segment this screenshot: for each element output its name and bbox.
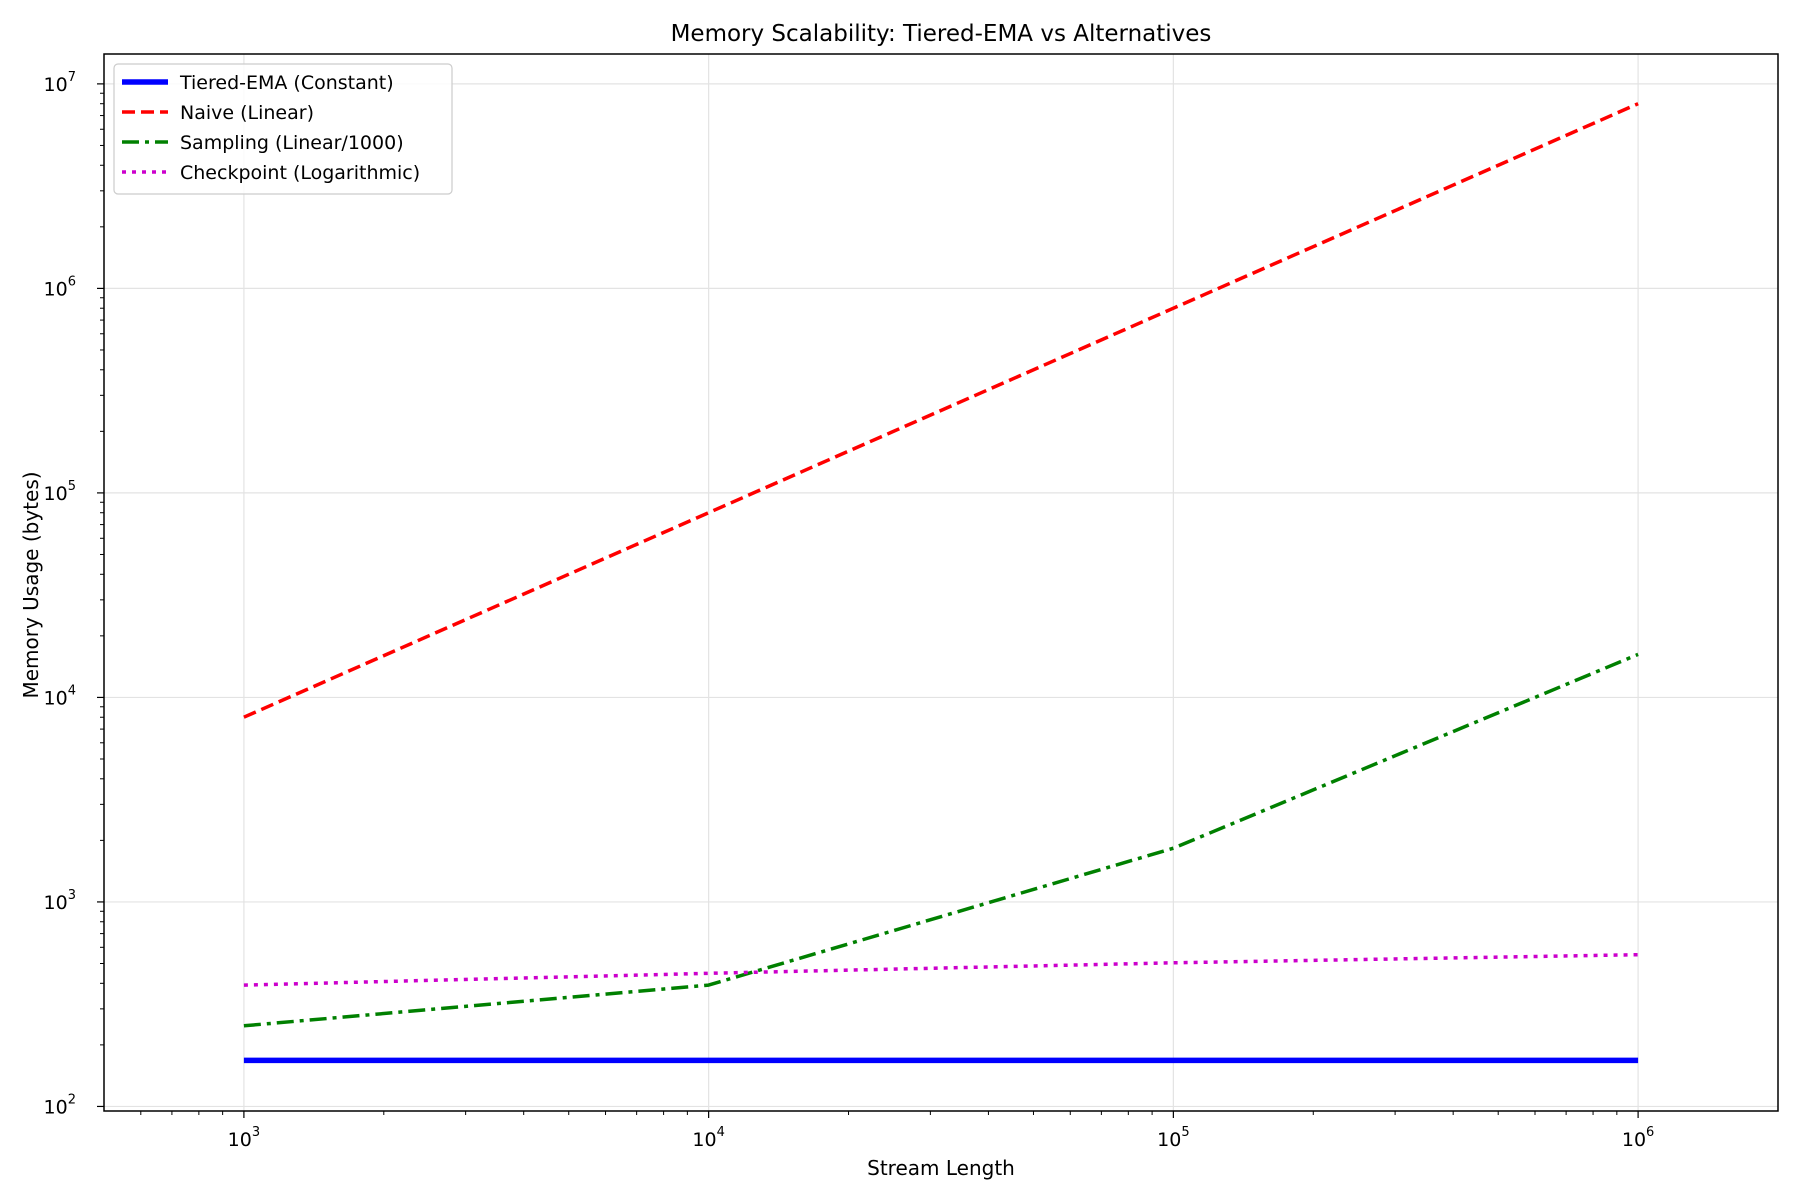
y-tick-label: 105: [44, 479, 76, 505]
legend-label-checkpoint: Checkpoint (Logarithmic): [180, 162, 420, 184]
y-tick-base: 10: [44, 483, 68, 505]
series-lines: [243, 102, 1639, 1064]
y-tick-label: 106: [44, 274, 76, 300]
legend-label-tiered-ema: Tiered-EMA (Constant): [179, 72, 394, 94]
legend-box: [113, 63, 453, 195]
y-tick-exponent: 4: [68, 683, 76, 698]
y-tick-exponent: 3: [68, 888, 76, 903]
y-tick-exponent: 2: [68, 1092, 76, 1107]
y-tick-label: 102: [44, 1092, 76, 1118]
plot-area-frame: [103, 53, 1779, 1112]
x-axis-title: Stream Length: [867, 1156, 1015, 1180]
legend-label-naive: Naive (Linear): [180, 102, 314, 124]
y-axis-title: Memory Usage (bytes): [19, 471, 43, 698]
y-tick-label: 103: [44, 888, 76, 914]
x-axis-ticks: 103 104 105 106: [140, 1111, 1654, 1151]
series-line-naive: [243, 102, 1639, 719]
legend: Tiered-EMA (Constant) Naive (Linear) Sampl…: [113, 63, 453, 195]
x-tick-label: 104: [692, 1125, 724, 1151]
x-tick-label: 103: [228, 1125, 260, 1151]
series-line-checkpoint: [243, 952, 1639, 987]
x-tick-label: 106: [1622, 1125, 1654, 1151]
x-tick-exponent: 5: [1181, 1125, 1189, 1140]
y-tick-base: 10: [44, 1096, 68, 1118]
x-tick-exponent: 4: [717, 1125, 725, 1140]
y-tick-label: 104: [44, 683, 76, 709]
grid: [104, 54, 1778, 1111]
x-tick-exponent: 3: [252, 1125, 260, 1140]
x-tick-label: 105: [1157, 1125, 1189, 1151]
series-line-sampling: [243, 652, 1639, 1028]
y-tick-exponent: 6: [68, 274, 76, 289]
y-tick-base: 10: [44, 278, 68, 300]
y-tick-base: 10: [44, 687, 68, 709]
legend-label-sampling: Sampling (Linear/1000): [180, 132, 404, 154]
x-tick-base: 10: [692, 1129, 716, 1151]
x-tick-exponent: 6: [1646, 1125, 1654, 1140]
y-tick-base: 10: [44, 892, 68, 914]
chart-title: Memory Scalability: Tiered-EMA vs Altern…: [671, 21, 1212, 47]
y-tick-exponent: 5: [68, 479, 76, 494]
y-tick-base: 10: [44, 74, 68, 96]
x-tick-base: 10: [228, 1129, 252, 1151]
x-tick-base: 10: [1622, 1129, 1646, 1151]
y-tick-label: 107: [44, 70, 76, 96]
y-tick-exponent: 7: [68, 70, 76, 85]
x-tick-base: 10: [1157, 1129, 1181, 1151]
